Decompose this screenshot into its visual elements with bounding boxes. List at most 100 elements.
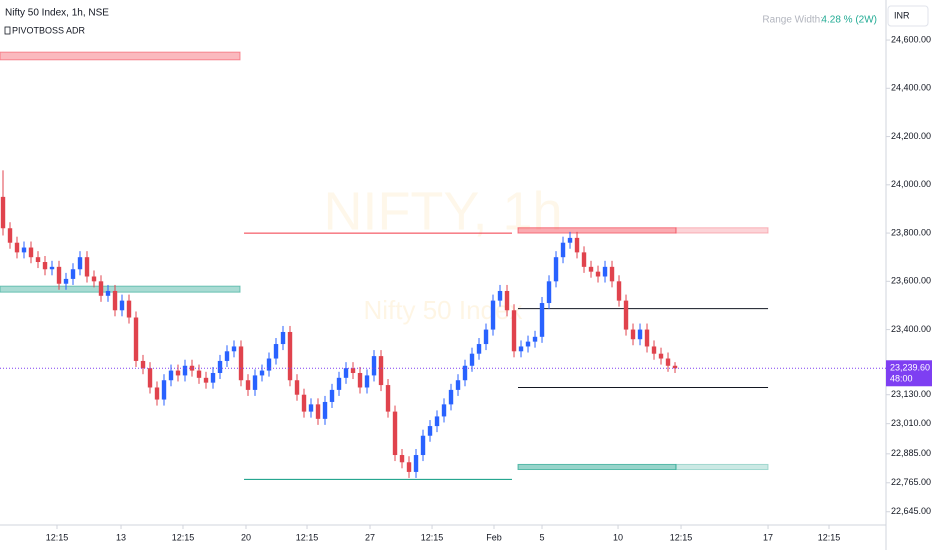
candle-body <box>371 356 377 376</box>
candle-body <box>224 351 230 361</box>
candle-body <box>413 455 419 472</box>
x-tick-label: 13 <box>116 532 126 542</box>
countdown: 48:00 <box>890 374 913 384</box>
last-price-label: 23,239.60 <box>890 363 930 373</box>
currency[interactable]: INR <box>894 10 910 20</box>
candle-body <box>77 257 83 270</box>
y-tick-label: 24,200.00 <box>891 131 931 141</box>
candle-body <box>98 281 104 296</box>
y-tick-label: 23,600.00 <box>891 276 931 286</box>
candle-body <box>574 237 580 253</box>
x-tick-label: 12:15 <box>421 532 444 542</box>
y-tick-label: 22,765.00 <box>891 477 931 487</box>
candle-body <box>259 370 265 376</box>
candle-body <box>623 300 629 330</box>
candle-body <box>567 237 573 243</box>
candle-body <box>427 426 433 436</box>
candle-body <box>343 368 349 378</box>
candle-body <box>336 377 342 390</box>
candle-body <box>315 404 321 419</box>
candle-body <box>42 262 48 270</box>
last-price-box <box>886 360 932 387</box>
candle-body <box>28 247 34 258</box>
candle-body <box>154 387 160 400</box>
chart-title[interactable]: Nifty 50 Index, 1h, NSE <box>5 8 109 19</box>
candle-body <box>588 266 594 272</box>
candle-body <box>287 331 293 381</box>
candle-body <box>105 290 111 296</box>
candle-body <box>651 346 657 354</box>
candle-body <box>490 300 496 330</box>
candle-body <box>518 346 524 352</box>
candle-body <box>196 370 202 378</box>
y-tick-label: 23,400.00 <box>891 324 931 334</box>
x-tick-label: 12:15 <box>172 532 195 542</box>
candle-body <box>462 365 468 381</box>
x-tick-label: 12:15 <box>818 532 841 542</box>
x-tick-label: 12:15 <box>296 532 319 542</box>
candle-body <box>49 266 55 270</box>
candle-body <box>140 360 146 369</box>
candle-body <box>546 281 552 304</box>
level-band <box>517 227 677 234</box>
candle-body <box>658 353 664 359</box>
candle-body <box>147 368 153 388</box>
level-band <box>517 463 677 471</box>
range-value: 4.28 % (2W) <box>821 15 877 26</box>
y-tick-label: 22,885.00 <box>891 448 931 458</box>
candle-body <box>504 290 510 311</box>
y-tick-label: 23,800.00 <box>891 227 931 237</box>
candle-body <box>168 370 174 381</box>
candle-body <box>266 358 272 371</box>
candle-body <box>7 228 13 243</box>
y-tick-label: 24,000.00 <box>891 179 931 189</box>
candle-body <box>616 281 622 301</box>
watermark: NIFTY, 1h <box>323 181 562 241</box>
x-tick-label: Feb <box>486 532 502 542</box>
candle-body <box>644 329 650 347</box>
candle-body <box>448 389 454 405</box>
candle-body <box>119 300 125 311</box>
candle-body <box>245 380 251 390</box>
candle-body <box>511 310 517 352</box>
candle-body <box>175 370 181 376</box>
candle-body <box>252 375 258 390</box>
candle-body <box>385 385 391 412</box>
currency-button[interactable] <box>887 5 929 27</box>
candle-body <box>0 196 6 229</box>
candle-body <box>182 365 188 376</box>
indicator-icon[interactable] <box>4 26 11 35</box>
candle-body <box>476 344 482 354</box>
x-tick-label: 5 <box>540 532 545 542</box>
candle-body <box>672 365 678 369</box>
x-tick-label: 12:15 <box>670 532 693 542</box>
candle-body <box>308 404 314 412</box>
candle-body <box>469 353 475 366</box>
y-tick-label: 24,600.00 <box>891 34 931 44</box>
candle-body <box>609 266 615 282</box>
level-band <box>675 463 769 471</box>
candle-body <box>434 416 440 427</box>
candle-body <box>602 266 608 277</box>
candle-body <box>378 356 384 386</box>
candle-body <box>483 329 489 345</box>
candle-body <box>329 389 335 402</box>
candle-body <box>497 290 503 301</box>
candle-body <box>14 242 20 253</box>
candle-body <box>539 303 545 337</box>
candle-body <box>357 373 363 388</box>
candle-body <box>91 276 97 282</box>
indicator-name[interactable]: PIVOTBOSS ADR <box>12 25 86 35</box>
level-band <box>0 51 241 61</box>
candle-body <box>441 404 447 417</box>
candle-body <box>364 375 370 388</box>
candle-body <box>420 435 426 456</box>
candle-body <box>406 462 412 472</box>
range-label: Range Width: <box>762 15 823 26</box>
y-tick-label: 22,645.00 <box>891 506 931 516</box>
candle-body <box>112 290 118 311</box>
candle-body <box>21 247 27 253</box>
candle-body <box>133 317 139 361</box>
